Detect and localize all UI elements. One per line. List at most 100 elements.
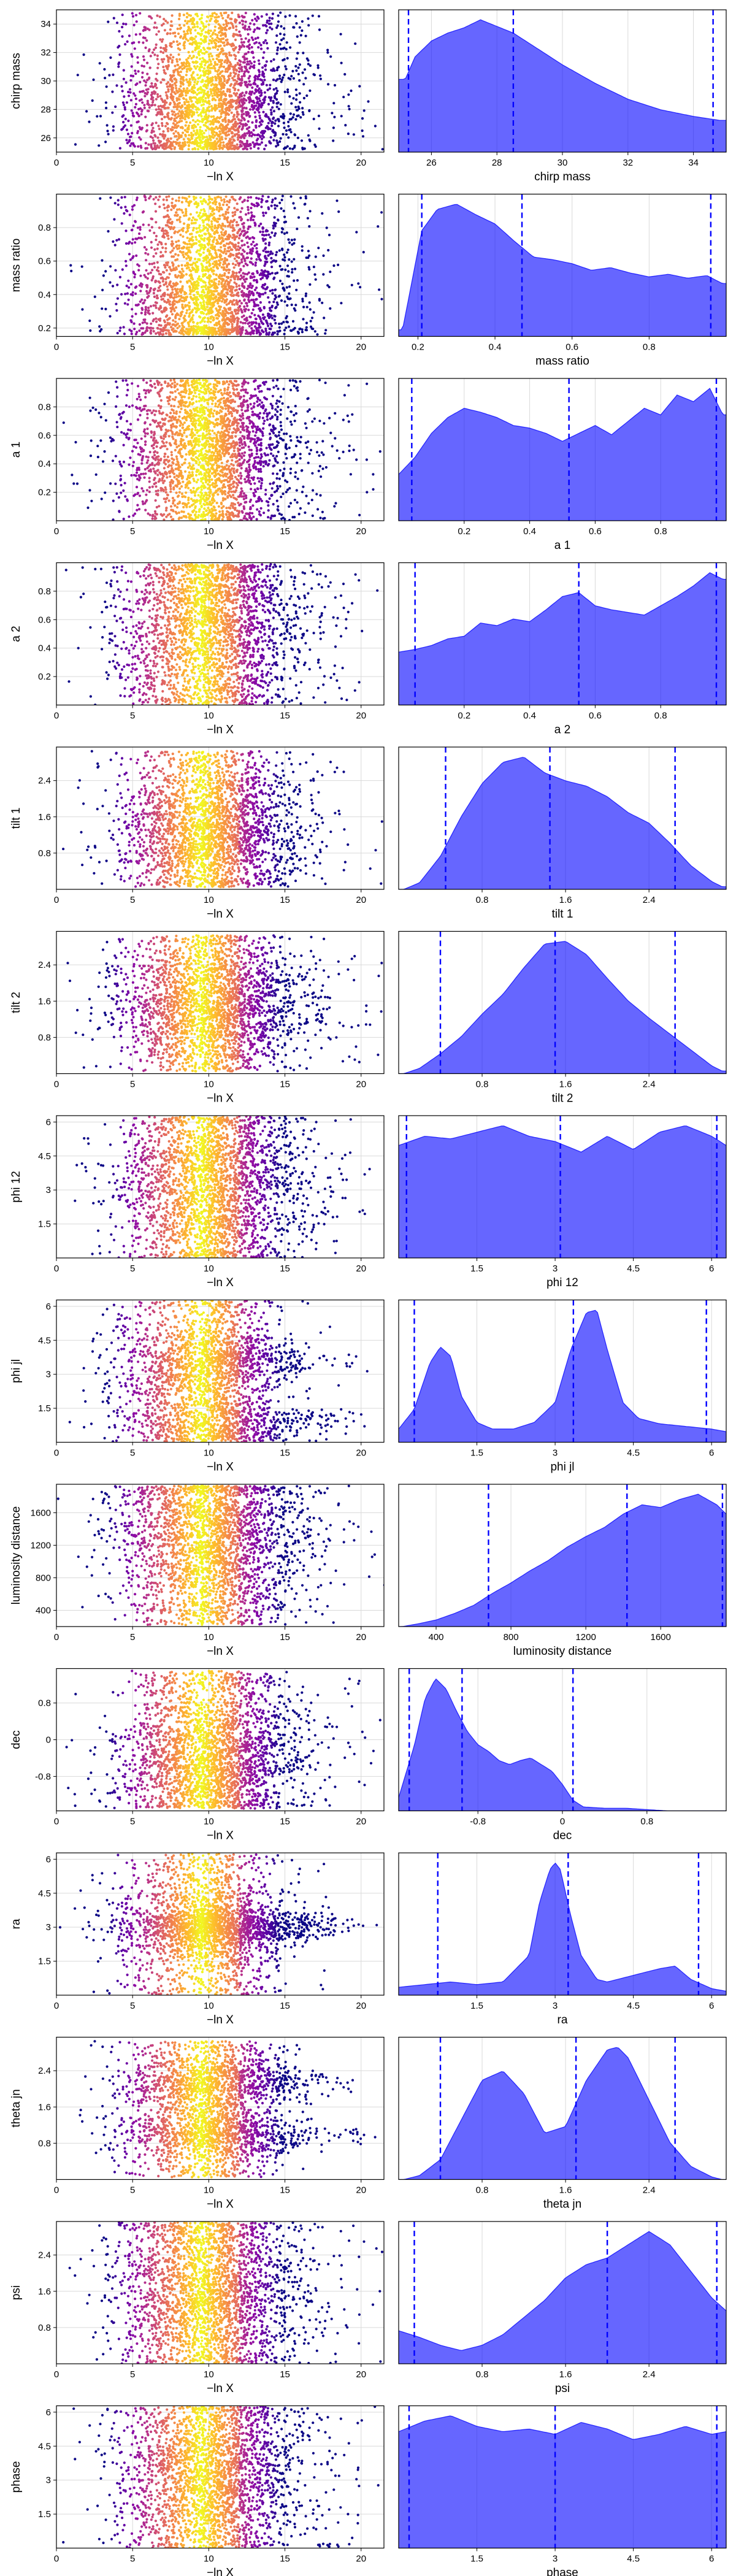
trace-chirp-mass-point <box>248 115 251 118</box>
trace-mass-ratio-point <box>161 329 165 332</box>
trace-mass-ratio-point <box>206 299 209 302</box>
trace-mass-ratio-point <box>203 320 206 323</box>
trace-chirp-mass-point <box>231 131 234 134</box>
trace-chirp-mass-point <box>190 74 193 77</box>
trace-mass-ratio-point <box>192 226 195 229</box>
trace-chirp-mass-ylabel: chirp mass <box>10 53 23 109</box>
trace-mass-ratio-point <box>228 319 231 322</box>
trace-chirp-mass-point <box>268 17 271 20</box>
trace-mass-ratio-point <box>183 246 186 249</box>
trace-chirp-mass-point <box>339 33 342 36</box>
trace-mass-ratio-point <box>187 266 190 269</box>
trace-chirp-mass-point <box>179 77 183 80</box>
trace-mass-ratio-point <box>229 252 232 255</box>
trace-chirp-mass-point <box>142 58 146 61</box>
trace-chirp-mass-point <box>191 112 194 115</box>
trace-mass-ratio-point <box>131 308 134 311</box>
trace-chirp-mass-point <box>213 25 217 28</box>
trace-chirp-mass-point <box>258 121 261 124</box>
trace-mass-ratio-point <box>187 204 191 207</box>
trace-mass-ratio-point <box>263 270 266 274</box>
trace-chirp-mass-point <box>191 119 195 122</box>
trace-mass-ratio-point <box>337 263 340 266</box>
trace-chirp-mass-point <box>243 70 247 73</box>
trace-mass-ratio-point <box>129 258 132 261</box>
trace-mass-ratio-point <box>113 218 116 221</box>
trace-chirp-mass-point <box>172 122 175 125</box>
trace-chirp-mass-point <box>248 43 251 47</box>
trace-mass-ratio-point <box>275 301 278 304</box>
trace-chirp-mass-point <box>125 81 128 84</box>
trace-mass-ratio-ytick-label: 0.8 <box>38 223 51 233</box>
trace-mass-ratio-point <box>212 216 216 219</box>
trace-chirp-mass-point <box>230 111 233 114</box>
trace-mass-ratio-point <box>293 207 296 210</box>
trace-chirp-mass-point <box>164 147 167 150</box>
trace-mass-ratio-point <box>286 264 289 267</box>
trace-chirp-mass-point <box>182 138 185 141</box>
trace-chirp-mass-point <box>172 40 175 44</box>
trace-chirp-mass-point <box>233 33 236 36</box>
trace-chirp-mass-point <box>194 29 197 32</box>
trace-chirp-mass-point <box>98 144 101 147</box>
trace-chirp-mass-point <box>213 29 217 32</box>
trace-chirp-mass-point <box>192 104 196 107</box>
trace-chirp-mass-point <box>232 47 235 51</box>
trace-chirp-mass-point <box>185 101 189 104</box>
trace-mass-ratio-point <box>308 301 311 304</box>
trace-chirp-mass-point <box>236 100 239 103</box>
trace-mass-ratio-point <box>217 283 220 286</box>
trace-mass-ratio-point <box>153 262 156 265</box>
trace-chirp-mass-point <box>256 75 259 79</box>
trace-mass-ratio-point <box>183 196 186 200</box>
trace-mass-ratio-point <box>239 216 242 219</box>
trace-mass-ratio-point <box>171 313 174 316</box>
trace-chirp-mass-point <box>207 127 210 130</box>
trace-chirp-mass-point <box>200 29 204 33</box>
trace-mass-ratio-point <box>164 232 167 236</box>
trace-mass-ratio-point <box>209 207 212 210</box>
trace-chirp-mass-xtick-label: 15 <box>280 158 290 168</box>
trace-chirp-mass-point <box>214 46 217 49</box>
trace-chirp-mass-point <box>209 77 212 80</box>
trace-mass-ratio-point <box>157 286 161 289</box>
trace-mass-ratio-point <box>294 304 297 307</box>
trace-chirp-mass-point <box>125 128 128 131</box>
trace-mass-ratio-point <box>155 294 159 297</box>
trace-mass-ratio-point <box>198 224 201 227</box>
trace-chirp-mass-point <box>248 134 251 137</box>
trace-mass-ratio-point <box>181 321 184 324</box>
trace-chirp-mass-point <box>167 65 170 68</box>
trace-mass-ratio-point <box>272 301 275 304</box>
trace-chirp-mass-point <box>326 51 329 54</box>
trace-chirp-mass-point <box>275 69 278 72</box>
trace-mass-ratio-point <box>242 255 245 258</box>
trace-chirp-mass-point <box>194 67 197 70</box>
trace-mass-ratio-point <box>266 277 269 280</box>
trace-chirp-mass-point <box>317 15 321 18</box>
trace-mass-ratio-point <box>198 315 201 318</box>
trace-chirp-mass-point <box>227 118 230 122</box>
trace-mass-ratio-point <box>194 258 197 261</box>
trace-chirp-mass-point <box>271 12 274 15</box>
trace-mass-ratio-point <box>177 247 181 250</box>
trace-chirp-mass-point <box>308 138 311 141</box>
trace-mass-ratio-point <box>177 254 180 257</box>
trace-mass-ratio-point <box>232 276 236 279</box>
trace-chirp-mass-point <box>218 78 221 81</box>
trace-mass-ratio-point <box>203 305 206 309</box>
trace-mass-ratio-point <box>270 316 274 320</box>
trace-mass-ratio-point <box>224 212 228 215</box>
trace-mass-ratio-point <box>175 296 178 299</box>
trace-mass-ratio-point <box>196 231 199 234</box>
trace-mass-ratio-point <box>140 307 144 310</box>
trace-mass-ratio-point <box>267 316 270 320</box>
trace-mass-ratio-point <box>248 261 251 264</box>
trace-chirp-mass-point <box>213 16 217 19</box>
trace-chirp-mass-point <box>217 105 220 109</box>
trace-chirp-mass-point <box>267 102 270 105</box>
trace-chirp-mass-point <box>243 132 246 136</box>
trace-chirp-mass-point <box>218 31 221 34</box>
trace-mass-ratio-point <box>159 331 162 334</box>
trace-mass-ratio-point <box>263 283 266 286</box>
